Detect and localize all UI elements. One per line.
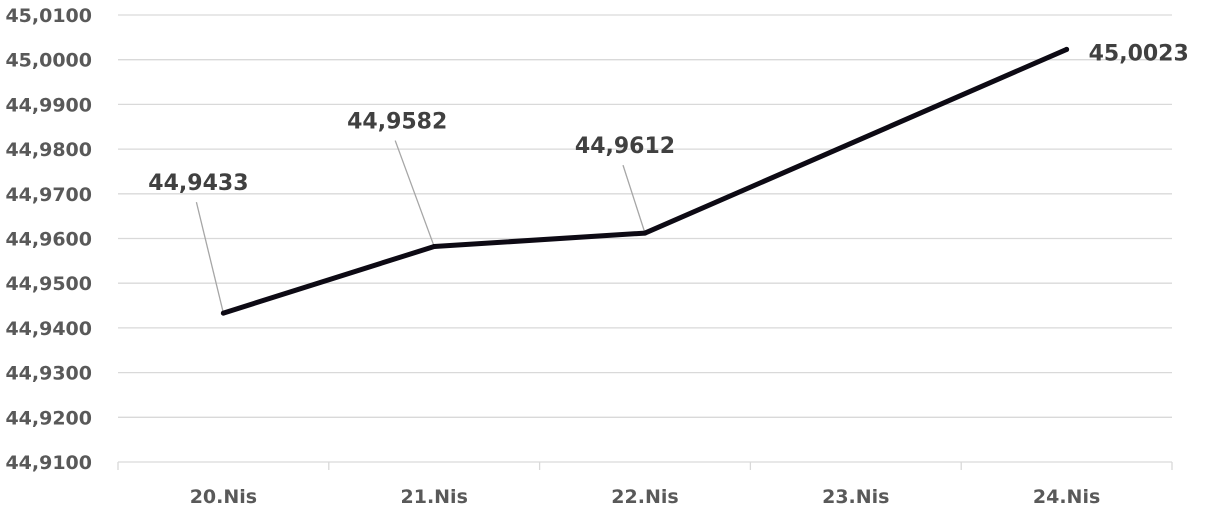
leader-line	[195, 201, 225, 314]
data-point	[220, 310, 226, 316]
data-point	[642, 230, 648, 236]
y-tick-label: 44,9700	[5, 184, 92, 206]
y-tick-label: 44,9300	[5, 363, 92, 385]
data-label: 44,9433	[148, 171, 248, 196]
data-point	[431, 244, 437, 250]
series-group	[220, 46, 1070, 316]
leader-line	[622, 164, 646, 234]
series-line	[220, 46, 1070, 316]
y-tick-label: 44,9600	[5, 229, 92, 251]
x-tick-label: 22.Nis	[611, 486, 678, 508]
x-tick-label: 21.Nis	[401, 486, 468, 508]
data-labels: 44,9433 44,9582 44,9612 45,0023	[148, 41, 1189, 196]
data-label: 44,9612	[575, 134, 675, 159]
data-point	[1064, 46, 1070, 52]
y-tick-label: 44,9500	[5, 273, 92, 295]
y-tick-label: 45,0000	[5, 50, 92, 72]
data-label: 45,0023	[1089, 41, 1189, 66]
y-tick-label: 44,9800	[5, 139, 92, 161]
data-label: 44,9582	[347, 110, 447, 135]
y-tick-label: 44,9100	[5, 452, 92, 474]
gridlines	[118, 14, 1172, 463]
y-tick-label: 44,9200	[5, 407, 92, 429]
x-tick-label: 23.Nis	[822, 486, 889, 508]
data-label-leaders	[195, 140, 646, 314]
y-tick-label: 44,9400	[5, 318, 92, 340]
x-axis: 20.Nis 21.Nis 22.Nis 23.Nis 24.Nis	[117, 462, 1173, 508]
leader-line	[394, 140, 435, 247]
x-tick-label: 20.Nis	[190, 486, 257, 508]
y-tick-label: 44,9900	[5, 94, 92, 116]
x-tick-label: 24.Nis	[1033, 486, 1100, 508]
y-tick-label: 45,0100	[5, 5, 92, 27]
y-axis-ticks: 44,9100 44,9200 44,9300 44,9400 44,9500 44,96…	[5, 5, 92, 474]
